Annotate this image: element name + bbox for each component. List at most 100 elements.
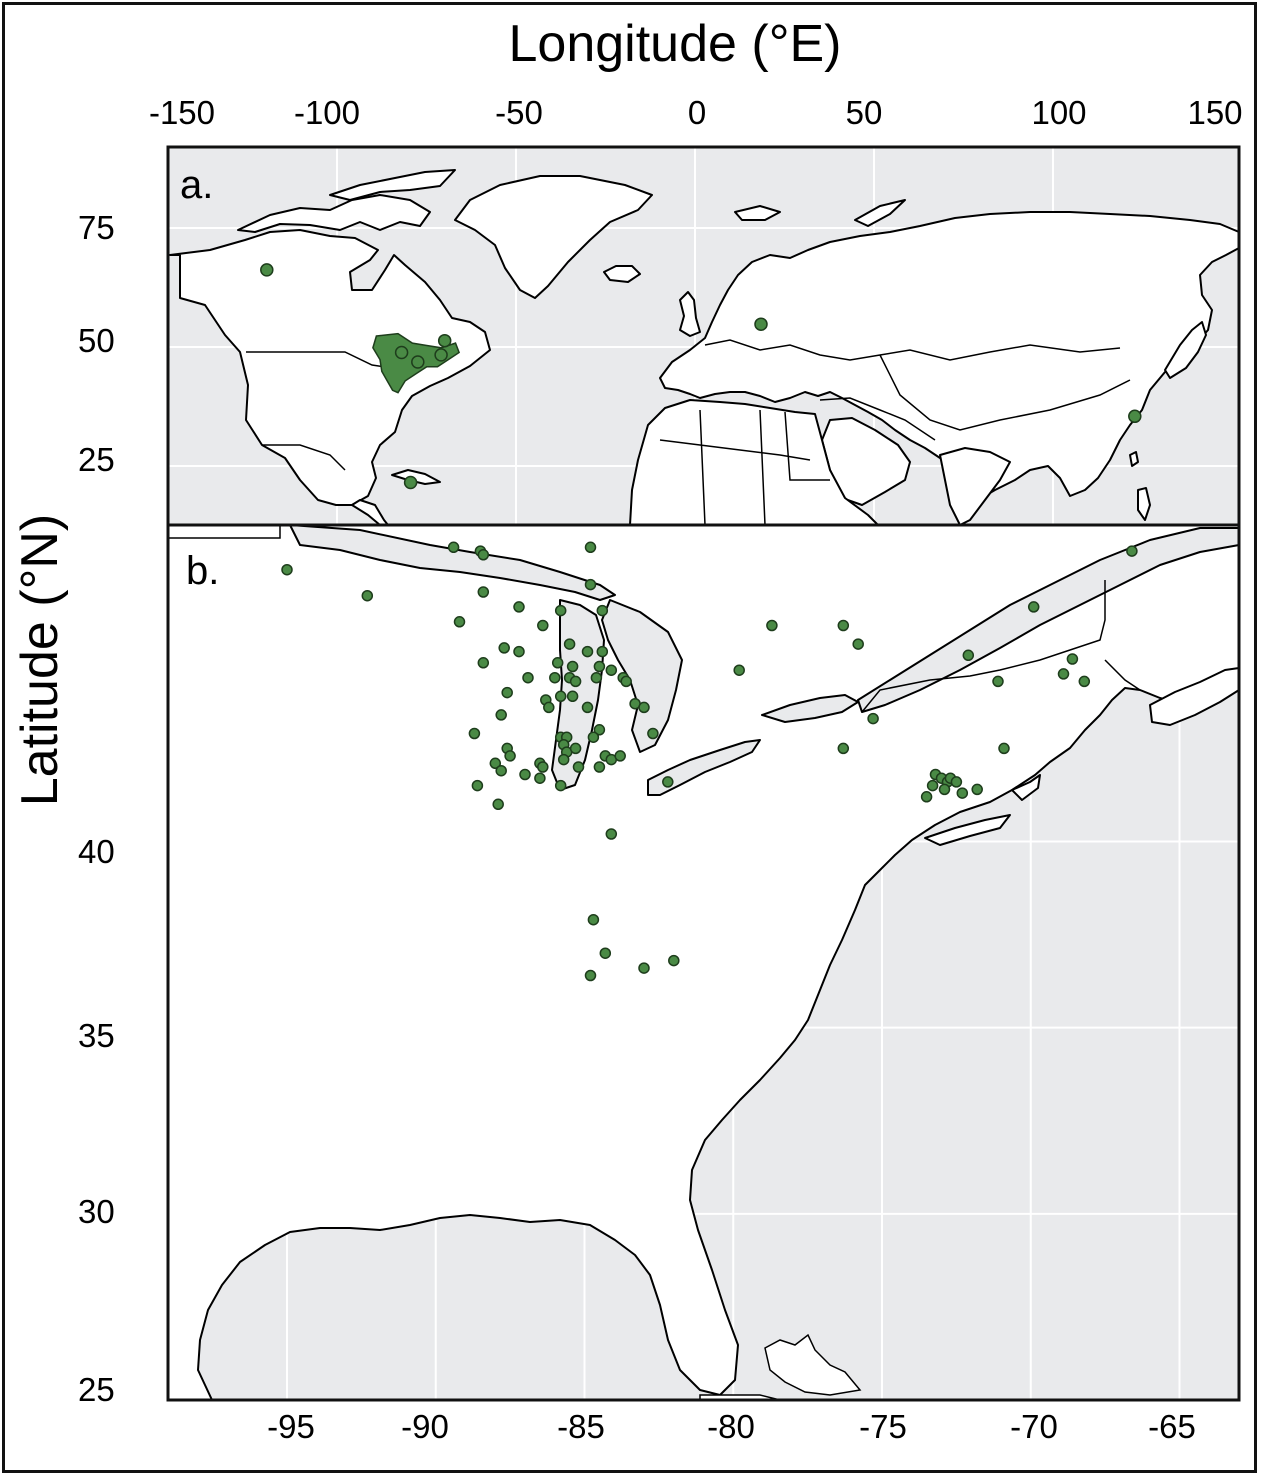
x-tick-bottom: -80: [707, 1408, 755, 1445]
x-tick-top: 100: [1031, 94, 1087, 131]
occurrence-point: [569, 675, 582, 688]
occurrence-point: [281, 563, 293, 576]
occurrence-point: [519, 768, 531, 781]
occurrence-point: [495, 709, 507, 721]
panel-a-occurrence-points: [260, 263, 1142, 490]
y-tick-b: 30: [78, 1193, 115, 1230]
occurrence-point: [587, 913, 600, 926]
bahamas-islands: [764, 1333, 862, 1396]
panel-a-world-map: a.: [166, 145, 1241, 527]
occurrence-point: [950, 776, 963, 788]
occurrence-point: [501, 686, 513, 699]
us-canada-border-b: [168, 525, 281, 539]
africa-borders: [659, 409, 830, 526]
occurrence-point: [522, 671, 534, 684]
occurrence-point: [605, 664, 618, 676]
occurrence-point: [668, 954, 680, 967]
panel-b-label: b.: [186, 549, 219, 593]
occurrence-point: [584, 578, 597, 591]
arctic-islands-north: [329, 169, 456, 201]
occurrence-point: [411, 355, 425, 369]
occurrence-point: [260, 263, 274, 277]
occurrence-point: [852, 638, 864, 650]
occurrence-point: [569, 742, 582, 755]
y-tick-a: 25: [78, 441, 115, 478]
occurrence-point: [1027, 601, 1040, 613]
x-tick-top: 0: [687, 94, 707, 131]
mideast-borders: [819, 397, 936, 441]
occurrence-point: [489, 757, 502, 770]
occurrence-point: [1128, 409, 1142, 424]
japan-islands: [1164, 321, 1207, 379]
occurrence-point: [938, 783, 951, 796]
occurrence-point: [837, 742, 850, 755]
occurrence-point: [566, 660, 579, 673]
cape-cod: [1011, 774, 1041, 801]
x-tick-top: -100: [293, 94, 361, 131]
x-tick-bottom: -85: [557, 1408, 605, 1445]
x-tick-top: -50: [495, 94, 543, 131]
occurrence-point: [468, 727, 481, 740]
x-tick-bottom: -95: [267, 1408, 315, 1445]
central-america: [351, 499, 389, 526]
occurrence-point: [956, 787, 969, 799]
panel-a-landmasses: [169, 169, 1240, 526]
panel-b-occurrence-points: [281, 541, 1138, 982]
occurrence-point: [605, 828, 618, 840]
occurrence-point: [596, 604, 609, 617]
us-mexico-border: [262, 444, 346, 471]
occurrence-point: [590, 671, 603, 684]
occurrence-point: [599, 947, 612, 959]
occurrence-point: [593, 660, 606, 673]
occurrence-point: [361, 589, 374, 602]
occurrence-point: [434, 348, 448, 362]
svalbard-islands: [734, 205, 781, 221]
occurrence-point: [572, 761, 585, 773]
occurrence-point: [492, 798, 504, 811]
occurrence-point: [498, 642, 510, 654]
occurrence-point: [587, 731, 600, 743]
occurrence-point: [1066, 653, 1079, 665]
occurrence-point: [566, 690, 579, 703]
occurrence-point: [554, 779, 567, 792]
maine-border: [1104, 659, 1141, 691]
eurasia-landmass: [659, 211, 1240, 501]
occurrence-point: [1078, 675, 1091, 688]
x-tick-bottom: -70: [1010, 1408, 1058, 1445]
philippines-islands: [1137, 487, 1151, 521]
occurrence-point: [920, 791, 933, 803]
x-tick-bottom: -90: [401, 1408, 449, 1445]
occurrence-point: [614, 750, 626, 762]
y-tick-b: 40: [78, 833, 115, 870]
panel-a-label: a.: [180, 163, 213, 207]
occurrence-point: [581, 645, 594, 658]
x-tick-bottom: -75: [859, 1408, 907, 1445]
panel-b-eastern-us-map: b.: [166, 523, 1241, 1402]
lake-superior: [289, 524, 616, 601]
iceland-island: [603, 265, 641, 283]
occurrence-point: [403, 475, 418, 490]
occurrence-point: [549, 671, 561, 684]
occurrence-point: [992, 675, 1004, 688]
occurrence-point: [551, 657, 564, 669]
y-tick-b: 25: [78, 1371, 115, 1408]
occurrence-point: [437, 333, 452, 348]
africa-landmass: [629, 399, 879, 526]
occurrence-point: [971, 783, 983, 796]
occurrence-point: [593, 724, 606, 736]
y-tick-a: 75: [78, 209, 115, 246]
x-tick-bottom: -65: [1148, 1408, 1196, 1445]
lake-erie: [647, 739, 761, 796]
x-tick-top: -150: [148, 94, 216, 131]
occurrence-point: [504, 750, 516, 762]
st-lawrence: [857, 527, 1240, 713]
occurrence-point: [477, 586, 490, 598]
india-landmass: [939, 447, 1011, 526]
occurrence-point: [563, 638, 576, 650]
eastern-north-america-landmass: [167, 524, 1240, 1401]
occurrence-point: [513, 645, 525, 658]
occurrence-point: [471, 779, 484, 792]
y-tick-b: 35: [78, 1017, 115, 1054]
